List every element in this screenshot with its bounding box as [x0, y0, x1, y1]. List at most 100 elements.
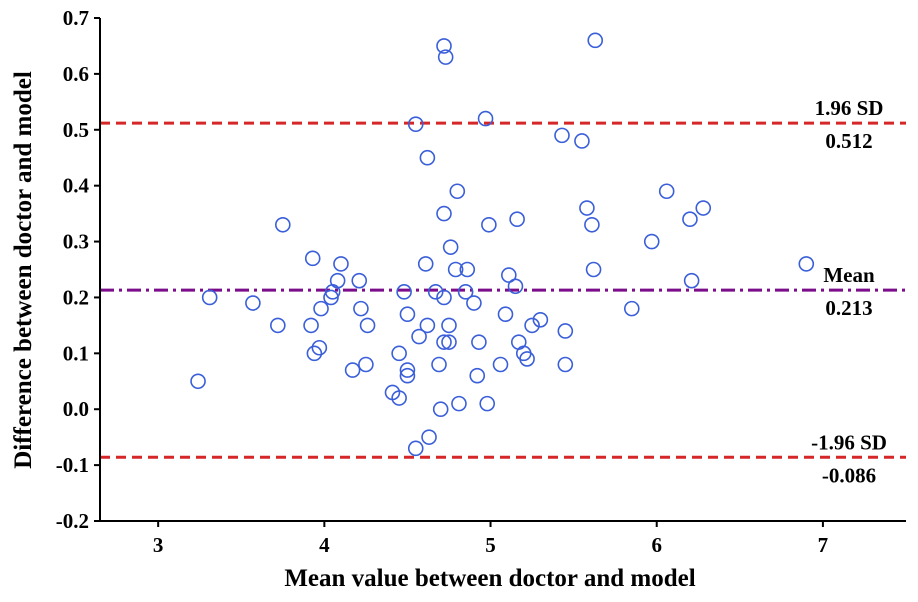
data-point-54	[481, 216, 497, 233]
y-tick-label-0: -0.2	[56, 509, 89, 533]
reference-value-0: 0.512	[825, 129, 872, 153]
data-point-55	[492, 356, 509, 373]
data-point-66	[557, 356, 574, 373]
y-tick-label-4: 0.2	[63, 285, 89, 309]
data-point-12	[329, 272, 346, 289]
y-tick-label-1: -0.1	[56, 453, 89, 477]
reference-labels: 1.96 SD 0.512 Mean 0.213 -1.96 SD -0.086	[811, 96, 887, 487]
data-point-63	[524, 317, 540, 334]
data-point-7	[306, 345, 323, 362]
y-tick-label-3: 0.1	[63, 341, 89, 365]
data-point-72	[587, 32, 604, 49]
data-point-41	[441, 334, 457, 350]
y-tick-label-7: 0.5	[63, 118, 89, 142]
data-point-43	[442, 239, 459, 255]
reference-value-1: 0.213	[825, 296, 872, 320]
data-point-24	[399, 362, 416, 378]
data-point-33	[427, 284, 444, 300]
y-tick-label-5: 0.3	[63, 230, 89, 254]
data-point-23	[399, 367, 416, 384]
data-point-22	[396, 284, 412, 300]
data-point-71	[585, 261, 602, 278]
y-tick-label-2: 0.0	[63, 397, 89, 421]
data-point-53	[479, 395, 496, 412]
watermark-text: CSDN @风巽·剑染春水	[746, 571, 903, 589]
data-point-50	[469, 367, 486, 384]
x-tick-label-0: 3	[153, 533, 164, 557]
data-point-78	[695, 200, 712, 216]
data-point-0	[190, 373, 206, 390]
data-point-58	[507, 278, 524, 295]
data-point-56	[497, 306, 514, 323]
reference-lines	[100, 121, 906, 459]
data-point-18	[359, 317, 376, 334]
data-point-77	[683, 272, 700, 289]
x-tick-label-3: 6	[651, 533, 662, 557]
data-point-34	[431, 356, 447, 373]
data-point-39	[436, 38, 452, 54]
data-point-28	[411, 328, 427, 345]
data-point-70	[584, 216, 600, 233]
y-axis-title: Difference between doctor and model	[10, 71, 37, 469]
data-point-45	[449, 183, 466, 200]
data-point-16	[353, 300, 369, 317]
data-point-65	[554, 127, 570, 144]
data-point-20	[391, 390, 407, 406]
data-point-30	[419, 317, 436, 334]
data-point-36	[436, 289, 452, 306]
data-point-51	[471, 334, 487, 350]
data-point-26	[407, 116, 424, 132]
data-point-2	[245, 295, 261, 311]
data-point-68	[574, 133, 590, 149]
data-point-9	[313, 300, 329, 317]
data-point-74	[643, 233, 660, 250]
data-point-69	[579, 200, 595, 216]
data-point-25	[399, 306, 416, 323]
data-point-14	[344, 362, 361, 378]
data-point-31	[419, 149, 436, 166]
data-point-59	[509, 211, 525, 227]
data-point-15	[351, 272, 368, 289]
reference-label-0: 1.96 SD	[815, 96, 884, 120]
data-point-1	[201, 289, 218, 306]
y-tick-label-9: 0.7	[63, 6, 89, 30]
data-point-67	[557, 323, 574, 339]
y-tick-label-8: 0.6	[63, 62, 89, 86]
data-point-73	[623, 300, 640, 317]
data-point-32	[421, 429, 437, 445]
data-points	[190, 32, 815, 457]
data-point-48	[459, 261, 476, 278]
data-point-17	[358, 356, 374, 373]
data-point-37	[436, 334, 452, 350]
data-point-49	[466, 295, 482, 311]
data-point-44	[447, 261, 464, 278]
data-point-8	[311, 339, 328, 356]
x-tick-label-2: 5	[485, 533, 496, 557]
data-point-13	[333, 256, 349, 272]
axes: -0.2 -0.1 0.0 0.1 0.2 0.3 0.4 0.5 0.6 0.7 3 4 5 6 7	[56, 6, 906, 557]
x-axis-title: Mean value between doctor and model	[284, 565, 695, 592]
data-point-57	[501, 267, 517, 283]
data-point-42	[441, 317, 457, 334]
data-point-46	[451, 395, 467, 412]
reference-label-2: -1.96 SD	[811, 430, 887, 454]
data-point-29	[417, 256, 434, 272]
y-tick-label-6: 0.4	[63, 174, 90, 198]
data-point-5	[303, 317, 319, 334]
data-point-62	[519, 351, 535, 367]
data-point-3	[270, 317, 286, 334]
data-point-47	[457, 284, 474, 300]
x-tick-label-4: 7	[818, 533, 829, 557]
data-point-21	[391, 345, 407, 362]
data-point-64	[532, 311, 549, 328]
data-point-6	[304, 250, 321, 267]
data-point-4	[275, 216, 291, 233]
data-point-79	[798, 256, 815, 272]
reference-label-1: Mean	[823, 263, 875, 287]
data-point-76	[682, 211, 698, 227]
x-tick-label-1: 4	[319, 533, 330, 557]
data-point-35	[432, 401, 449, 418]
